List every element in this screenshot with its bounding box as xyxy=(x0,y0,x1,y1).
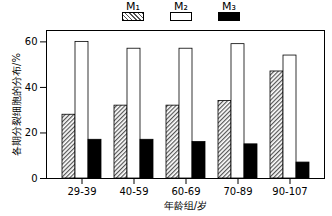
html-text:M₂: M₂ xyxy=(174,0,188,13)
svg-text:60-69: 60-69 xyxy=(171,186,200,197)
svg-text:90-107: 90-107 xyxy=(272,186,307,197)
svg-text:40-59: 40-59 xyxy=(119,186,148,197)
svg-text:年龄组/岁: 年龄组/岁 xyxy=(164,200,207,211)
svg-text:各期分裂细胞的分布/%: 各期分裂细胞的分布/% xyxy=(11,53,22,156)
svg-text:70-89: 70-89 xyxy=(223,186,252,197)
svg-text:0: 0 xyxy=(31,173,37,184)
svg-text:29-39: 29-39 xyxy=(67,186,96,197)
html-text:M₁: M₁ xyxy=(126,0,140,13)
html-text:M₃: M₃ xyxy=(222,0,236,13)
svg-text:20: 20 xyxy=(25,127,38,138)
svg-text:60: 60 xyxy=(25,36,38,47)
svg-text:40: 40 xyxy=(25,82,38,93)
